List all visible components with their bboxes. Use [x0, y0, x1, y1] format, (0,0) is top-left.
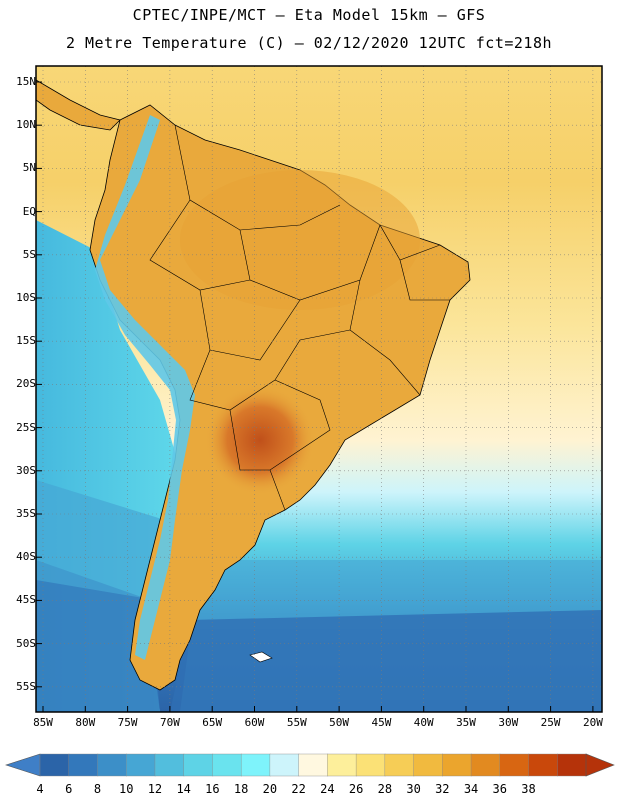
lon-label: 35W: [456, 716, 476, 729]
colorbar-swatch: [212, 753, 242, 777]
lat-label: 35S: [16, 507, 36, 520]
colorbar-swatch: [269, 753, 300, 777]
colorbar-swatch: [413, 753, 444, 777]
lon-label: 65W: [202, 716, 223, 729]
colorbar-swatch: [557, 753, 587, 777]
colorbar-label: 24: [320, 782, 335, 796]
colorbar-label: 26: [348, 782, 364, 796]
lon-label: 40W: [413, 716, 434, 729]
lat-label: 10N: [16, 118, 36, 132]
lon-label: 50W: [329, 716, 350, 729]
andes-cold-strip: [95, 115, 195, 660]
heat-core: [205, 385, 315, 495]
lon-label: 60W: [244, 716, 265, 729]
lon-label: 85W: [33, 716, 53, 729]
colorbar-swatch: [183, 753, 214, 777]
colorbar-swatch: [327, 753, 357, 777]
lat-label: 55S: [16, 679, 36, 693]
lon-label: 45W: [371, 716, 392, 729]
lat-label: 10S: [16, 291, 36, 304]
colorbar-arrow-left: [5, 753, 41, 777]
colorbar-label: 12: [147, 782, 163, 796]
lon-label: 55W: [286, 716, 307, 729]
lon-label: 30W: [498, 716, 519, 729]
map-frame: [35, 65, 603, 713]
colorbar-swatch: [499, 753, 530, 777]
title-line-2: 2 Metre Temperature (C) – 02/12/2020 12U…: [65, 34, 553, 52]
colorbar-swatch: [126, 753, 156, 777]
lon-label: 25W: [540, 716, 561, 729]
colorbar-arrow-right: [585, 753, 615, 777]
lon-label: 80W: [75, 716, 96, 729]
lon-label: 20W: [582, 716, 603, 729]
colorbar-swatch: [39, 753, 70, 777]
lat-label: 20S: [16, 377, 36, 391]
colorbar-label: 6: [65, 782, 73, 796]
colorbar-swatch: [442, 753, 472, 777]
colorbar: [5, 753, 615, 777]
colorbar-label: 36: [492, 782, 508, 796]
title-line-1: CPTEC/INPE/MCT – Eta Model 15km – GFS: [132, 6, 486, 24]
colorbar-label: 32: [435, 782, 450, 796]
lat-label: 25S: [16, 420, 36, 434]
lat-label: 50S: [16, 636, 36, 650]
colorbar-label: 22: [291, 782, 306, 796]
lon-label: 70W: [159, 716, 180, 729]
lat-label: 40S: [16, 550, 36, 564]
colorbar-swatch: [240, 753, 271, 777]
colorbar-swatch: [528, 753, 558, 777]
colorbar-label: 4: [36, 782, 44, 796]
colorbar-swatch: [355, 753, 386, 777]
colorbar-swatch: [470, 753, 501, 777]
lat-label: 15N: [16, 75, 36, 88]
colorbar-label: 30: [406, 782, 421, 796]
colorbar-swatch: [68, 753, 99, 777]
colorbar-swatch: [154, 753, 185, 777]
lat-label: EQ: [22, 204, 36, 218]
lat-label: 5S: [22, 247, 36, 261]
colorbar-label: 10: [118, 782, 134, 796]
colorbar-label: 28: [377, 782, 393, 796]
colorbar-label: 20: [262, 782, 278, 796]
lat-label: 30S: [16, 463, 36, 477]
lat-label: 15S: [16, 334, 36, 348]
colorbar-label: 14: [176, 782, 191, 796]
colorbar-swatch: [384, 753, 415, 777]
colorbar-label: 8: [93, 782, 102, 796]
lon-label: 75W: [117, 716, 138, 729]
colorbar-label: 16: [205, 782, 220, 796]
lat-label: 45S: [16, 593, 36, 607]
lat-label: 5N: [22, 161, 36, 175]
colorbar-label: 38: [521, 782, 536, 796]
colorbar-swatch: [298, 753, 329, 777]
colorbar-swatch: [97, 753, 127, 777]
colorbar-label: 34: [463, 782, 479, 796]
colorbar-label: 18: [233, 782, 249, 796]
